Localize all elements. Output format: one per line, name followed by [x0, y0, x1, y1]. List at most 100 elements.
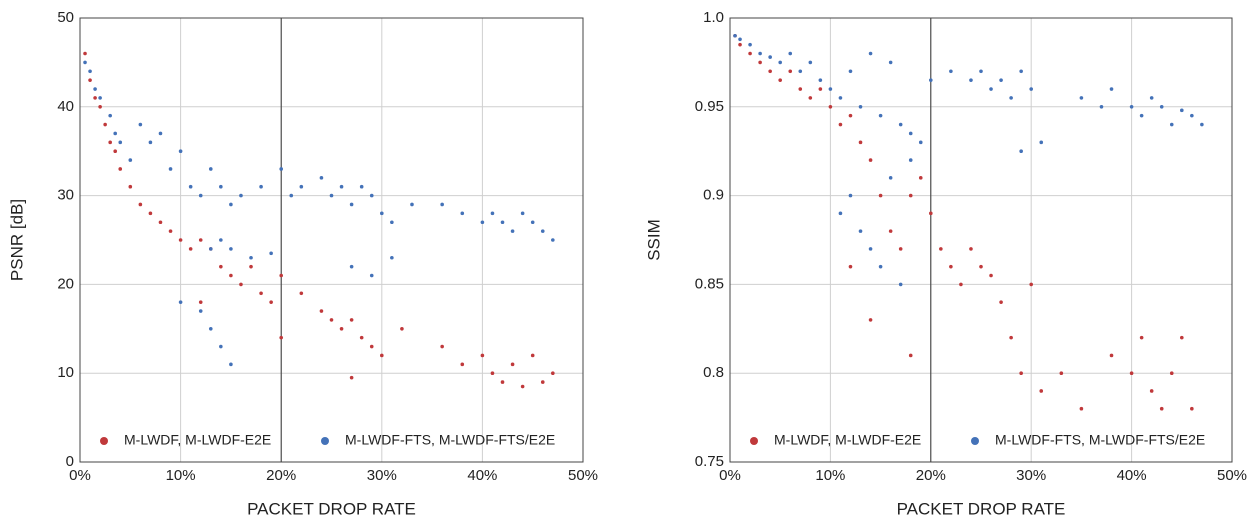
- point: [969, 247, 973, 251]
- point: [1109, 353, 1114, 358]
- point: [530, 353, 535, 358]
- point: [208, 327, 213, 331]
- point: [229, 247, 233, 251]
- point: [1019, 149, 1023, 153]
- point: [788, 69, 793, 74]
- point: [1190, 406, 1194, 411]
- x-tick-label: 50%: [1217, 467, 1247, 484]
- y-tick-label: 30: [57, 187, 74, 204]
- point: [229, 362, 233, 367]
- point: [898, 282, 903, 287]
- point: [758, 51, 762, 56]
- point: [289, 193, 294, 198]
- point: [989, 87, 993, 91]
- point: [929, 78, 933, 82]
- point: [1159, 406, 1164, 411]
- point: [1079, 406, 1084, 411]
- point: [188, 184, 193, 189]
- point: [208, 167, 213, 171]
- y-tick-label: 0.9: [703, 187, 724, 204]
- point: [118, 140, 123, 145]
- point: [158, 220, 163, 225]
- point: [480, 220, 485, 225]
- point: [440, 202, 444, 207]
- point: [390, 255, 394, 260]
- point: [198, 300, 203, 304]
- point: [198, 193, 203, 198]
- point: [83, 60, 87, 65]
- point: [98, 96, 102, 100]
- point: [1129, 105, 1134, 109]
- point: [999, 78, 1003, 82]
- plot-area: [730, 18, 1232, 462]
- point: [733, 33, 737, 38]
- y-tick-label: 0.95: [695, 98, 724, 115]
- point: [1159, 105, 1164, 109]
- point: [838, 211, 843, 216]
- point: [239, 193, 243, 198]
- point: [738, 42, 742, 47]
- legend-marker: [100, 437, 108, 445]
- point: [93, 96, 97, 100]
- point: [349, 318, 354, 322]
- y-tick-label: 0: [66, 453, 74, 470]
- point: [1039, 389, 1044, 393]
- point: [108, 113, 112, 118]
- point: [768, 55, 772, 59]
- point: [98, 105, 102, 109]
- point: [949, 69, 953, 74]
- point: [168, 167, 173, 171]
- point: [908, 353, 913, 358]
- point: [1029, 87, 1033, 91]
- point: [959, 282, 963, 287]
- x-tick-label: 50%: [568, 467, 598, 484]
- point: [818, 87, 823, 91]
- point: [898, 122, 903, 127]
- point: [369, 344, 374, 349]
- point: [339, 184, 344, 189]
- point: [1139, 335, 1144, 340]
- point: [888, 176, 893, 180]
- point: [939, 247, 943, 251]
- point: [551, 371, 555, 376]
- point: [868, 247, 873, 251]
- point: [778, 78, 782, 82]
- point: [1009, 96, 1013, 100]
- point: [1019, 371, 1023, 376]
- point: [778, 60, 782, 65]
- plot-area: [80, 18, 583, 462]
- point: [858, 229, 863, 233]
- point: [299, 184, 304, 189]
- point: [1059, 371, 1064, 376]
- plot-frame: [79, 17, 584, 463]
- point: [259, 291, 263, 296]
- point: [828, 87, 833, 91]
- point: [969, 78, 973, 82]
- point: [818, 78, 823, 82]
- point: [269, 300, 273, 304]
- point: [989, 273, 993, 278]
- point: [1149, 96, 1154, 100]
- point: [239, 282, 243, 287]
- x-tick-label: 0%: [719, 467, 741, 484]
- point: [269, 251, 273, 256]
- point: [908, 193, 913, 198]
- point: [369, 273, 374, 278]
- point: [188, 247, 193, 251]
- point: [460, 362, 465, 367]
- point: [359, 184, 364, 189]
- point: [918, 176, 923, 180]
- y-tick-label: 1.0: [703, 9, 724, 26]
- x-tick-label: 20%: [916, 467, 946, 484]
- point: [219, 264, 223, 269]
- point: [888, 229, 893, 233]
- point: [168, 229, 173, 233]
- point: [768, 69, 772, 74]
- legend-label: M-LWDF-FTS, M-LWDF-FTS/E2E: [345, 432, 555, 448]
- x-tick-label: 40%: [1117, 467, 1147, 484]
- point: [1039, 140, 1044, 145]
- point: [219, 344, 223, 349]
- point: [249, 264, 253, 269]
